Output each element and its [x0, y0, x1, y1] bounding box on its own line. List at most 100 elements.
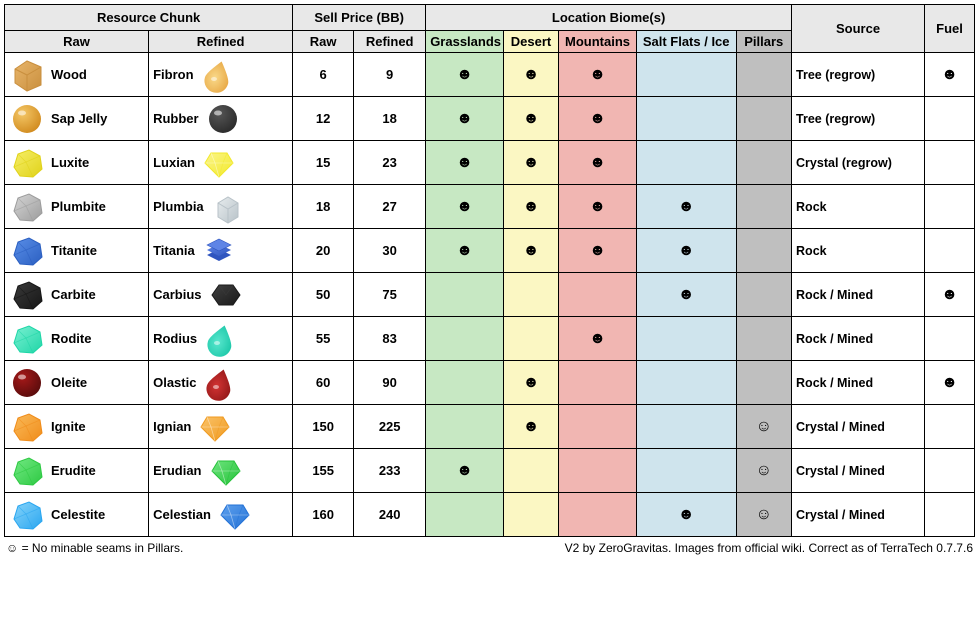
- footer: ☺ = No minable seams in Pillars. V2 by Z…: [4, 537, 975, 555]
- raw-resource-icon: [9, 101, 45, 137]
- cell-biome-2: ☻: [559, 97, 637, 141]
- cell-source: Rock: [792, 185, 925, 229]
- cell-biome-1: ☻: [503, 405, 558, 449]
- cell-biome-4: [736, 317, 791, 361]
- cell-fuel: [925, 449, 975, 493]
- cell-refined: Luxian: [149, 141, 293, 185]
- refined-name: Celestian: [153, 507, 211, 522]
- cell-price-raw: 150: [293, 405, 354, 449]
- cell-price-raw: 50: [293, 273, 354, 317]
- refined-resource-icon: [208, 277, 244, 313]
- raw-name: Luxite: [51, 155, 89, 170]
- cell-biome-0: [426, 361, 504, 405]
- footer-legend: ☺ = No minable seams in Pillars.: [6, 541, 183, 555]
- cell-biome-1: ☻: [503, 361, 558, 405]
- cell-price-refined: 240: [354, 493, 426, 537]
- cell-biome-2: ☻: [559, 317, 637, 361]
- cell-biome-0: ☻: [426, 97, 504, 141]
- cell-biome-2: [559, 405, 637, 449]
- cell-biome-3: ☻: [636, 185, 736, 229]
- cell-biome-1: ☻: [503, 185, 558, 229]
- raw-resource-icon: [9, 453, 45, 489]
- raw-name: Oleite: [51, 375, 87, 390]
- refined-resource-icon: [202, 365, 238, 401]
- cell-raw: Wood: [5, 53, 149, 97]
- cell-price-raw: 60: [293, 361, 354, 405]
- raw-name: Sap Jelly: [51, 111, 107, 126]
- cell-biome-0: ☻: [426, 53, 504, 97]
- cell-biome-3: [636, 449, 736, 493]
- cell-raw: Titanite: [5, 229, 149, 273]
- cell-fuel: ☻: [925, 53, 975, 97]
- cell-biome-3: ☻: [636, 493, 736, 537]
- raw-resource-icon: [9, 277, 45, 313]
- cell-biome-0: ☻: [426, 141, 504, 185]
- cell-raw: Ignite: [5, 405, 149, 449]
- refined-name: Erudian: [153, 463, 201, 478]
- cell-biome-0: [426, 405, 504, 449]
- table-row: CelestiteCelestian 160240☻☺Crystal / Min…: [5, 493, 975, 537]
- hdr-location-biomes: Location Biome(s): [426, 5, 792, 31]
- cell-biome-0: ☻: [426, 185, 504, 229]
- table-row: RoditeRodius 5583☻Rock / Mined: [5, 317, 975, 361]
- raw-resource-icon: [9, 145, 45, 181]
- refined-name: Rodius: [153, 331, 197, 346]
- cell-biome-4: ☺: [736, 449, 791, 493]
- refined-name: Luxian: [153, 155, 195, 170]
- cell-biome-1: [503, 493, 558, 537]
- hdr-price-raw: Raw: [293, 31, 354, 53]
- cell-biome-3: [636, 97, 736, 141]
- table-row: TitaniteTitania 2030☻☻☻☻Rock: [5, 229, 975, 273]
- refined-name: Rubber: [153, 111, 199, 126]
- cell-biome-4: [736, 141, 791, 185]
- cell-raw: Rodite: [5, 317, 149, 361]
- refined-name: Plumbia: [153, 199, 204, 214]
- raw-name: Wood: [51, 67, 87, 82]
- refined-resource-icon: [208, 453, 244, 489]
- refined-resource-icon: [205, 101, 241, 137]
- raw-resource-icon: [9, 497, 45, 533]
- cell-fuel: [925, 493, 975, 537]
- cell-refined: Carbius: [149, 273, 293, 317]
- cell-fuel: [925, 185, 975, 229]
- cell-biome-4: [736, 361, 791, 405]
- table-row: LuxiteLuxian 1523☻☻☻Crystal (regrow): [5, 141, 975, 185]
- refined-resource-icon: [203, 321, 239, 357]
- footer-credits: V2 by ZeroGravitas. Images from official…: [565, 541, 973, 555]
- cell-price-refined: 90: [354, 361, 426, 405]
- cell-source: Crystal / Mined: [792, 449, 925, 493]
- cell-price-refined: 83: [354, 317, 426, 361]
- cell-fuel: [925, 229, 975, 273]
- cell-refined: Titania: [149, 229, 293, 273]
- cell-biome-1: [503, 449, 558, 493]
- hdr-biome-3: Salt Flats / Ice: [636, 31, 736, 53]
- cell-refined: Olastic: [149, 361, 293, 405]
- cell-raw: Plumbite: [5, 185, 149, 229]
- refined-resource-icon: [210, 189, 246, 225]
- cell-refined: Erudian: [149, 449, 293, 493]
- cell-refined: Ignian: [149, 405, 293, 449]
- raw-resource-icon: [9, 189, 45, 225]
- refined-name: Ignian: [153, 419, 191, 434]
- cell-biome-3: [636, 317, 736, 361]
- cell-biome-4: [736, 229, 791, 273]
- refined-resource-icon: [201, 233, 237, 269]
- cell-biome-3: [636, 405, 736, 449]
- cell-price-raw: 15: [293, 141, 354, 185]
- cell-price-raw: 6: [293, 53, 354, 97]
- raw-resource-icon: [9, 57, 45, 93]
- cell-biome-0: ☻: [426, 229, 504, 273]
- table-row: WoodFibron 69☻☻☻Tree (regrow)☻: [5, 53, 975, 97]
- cell-source: Rock: [792, 229, 925, 273]
- raw-name: Celestite: [51, 507, 105, 522]
- cell-price-refined: 27: [354, 185, 426, 229]
- cell-source: Tree (regrow): [792, 53, 925, 97]
- cell-fuel: [925, 97, 975, 141]
- hdr-price-refined: Refined: [354, 31, 426, 53]
- cell-biome-1: [503, 273, 558, 317]
- cell-biome-3: [636, 141, 736, 185]
- cell-biome-2: [559, 493, 637, 537]
- cell-fuel: ☻: [925, 361, 975, 405]
- cell-biome-1: ☻: [503, 229, 558, 273]
- cell-biome-3: [636, 53, 736, 97]
